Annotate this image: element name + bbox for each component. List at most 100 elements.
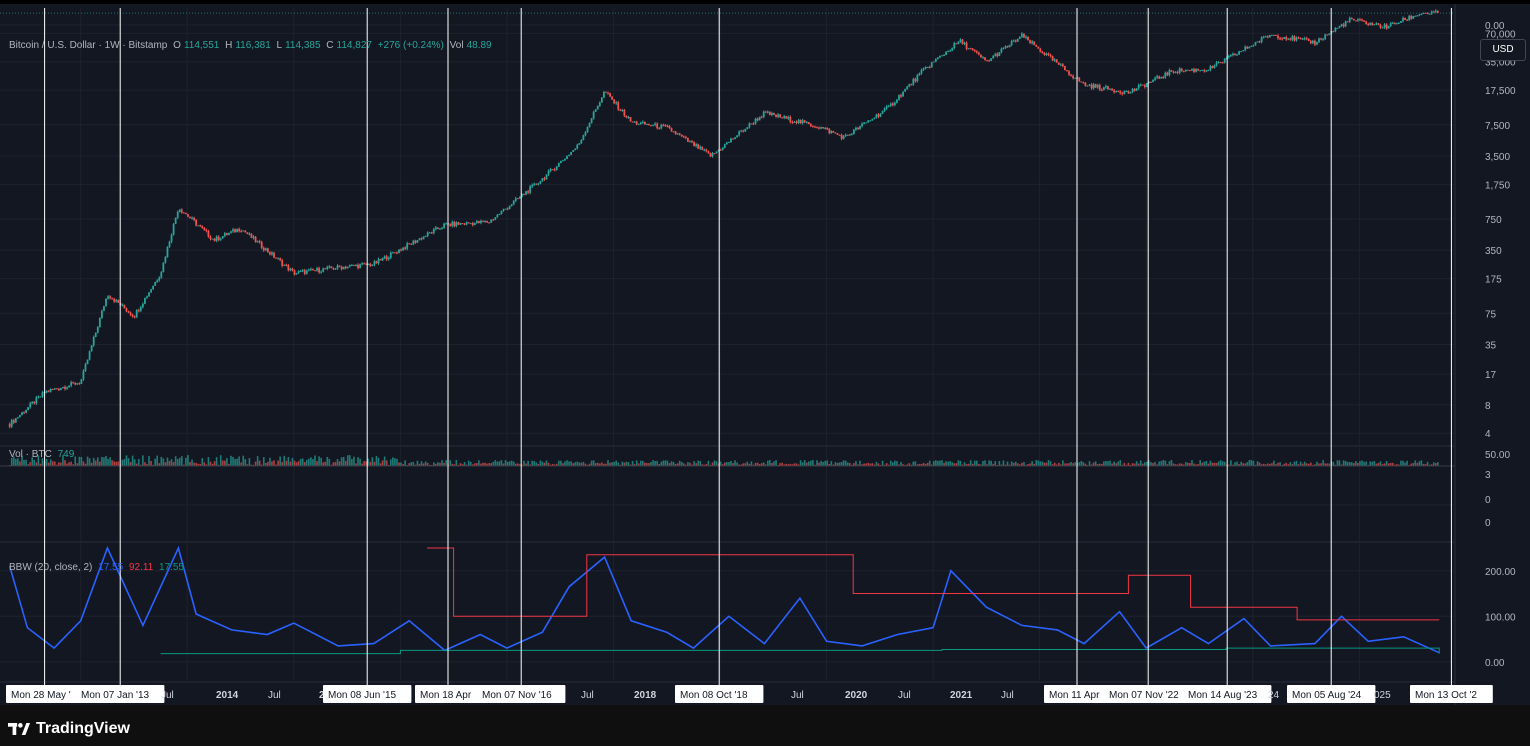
volume-bar xyxy=(1236,461,1238,466)
volume-bar xyxy=(1070,461,1072,466)
candle-body xyxy=(564,159,566,161)
volume-bar xyxy=(539,460,542,466)
price-tick-label: 8 xyxy=(1485,401,1491,412)
candle-body xyxy=(598,102,601,107)
candle-body xyxy=(1316,42,1318,45)
time-axis-label: 2018 xyxy=(634,690,657,701)
candle-body xyxy=(279,258,282,261)
chart-svg[interactable]: 0.0070,00035,00017,5007,5003,5001,750750… xyxy=(0,0,1530,705)
volume-bar xyxy=(650,462,652,466)
candle-body xyxy=(764,111,767,113)
candle-body xyxy=(1051,56,1054,61)
candle-body xyxy=(353,264,355,266)
candle-body xyxy=(129,312,132,315)
volume-bar xyxy=(156,455,159,466)
candle-body xyxy=(936,57,939,59)
volume-bar xyxy=(232,456,234,466)
volume-bar xyxy=(1295,460,1298,466)
volume-bar xyxy=(1127,462,1130,466)
candle-body xyxy=(656,123,659,129)
candle-body xyxy=(660,124,663,129)
candle-body xyxy=(283,264,286,266)
candle-body xyxy=(1266,36,1269,38)
candle-body xyxy=(1252,45,1255,47)
volume-bar xyxy=(1195,464,1197,466)
candle-body xyxy=(285,264,288,266)
volume-bar xyxy=(1318,463,1320,466)
candle-body xyxy=(1137,85,1140,89)
volume-bar xyxy=(1260,464,1263,466)
volume-bar xyxy=(713,460,716,466)
vol-label: Vol xyxy=(449,40,464,51)
candle-body xyxy=(1201,69,1204,71)
candle-body xyxy=(664,125,667,127)
bbw-label[interactable]: BBW (20, close, 2) xyxy=(9,562,93,573)
candle-body xyxy=(818,127,820,129)
symbol-title[interactable]: Bitcoin / U.S. Dollar · 1W · Bitstamp xyxy=(9,40,168,51)
volume-bar xyxy=(1055,464,1058,466)
candle-body xyxy=(908,84,911,87)
volume-bar xyxy=(1193,463,1195,466)
volume-bar xyxy=(56,464,58,466)
volume-bar xyxy=(287,457,290,466)
volume-bar xyxy=(338,461,341,466)
volume-bar xyxy=(174,456,177,466)
candle-body xyxy=(1287,38,1290,40)
candle-body xyxy=(600,97,603,103)
candle-body xyxy=(502,209,505,212)
candle-body xyxy=(639,122,642,125)
time-marker-box xyxy=(1104,685,1193,703)
volume-bar xyxy=(738,464,740,466)
candle-body xyxy=(852,129,855,134)
candle-body xyxy=(734,137,736,139)
volume-bar xyxy=(1023,461,1025,466)
candle-body xyxy=(478,221,480,224)
volume-bar xyxy=(642,460,644,466)
candle-body xyxy=(1432,11,1435,13)
volume-label[interactable]: Vol · BTC xyxy=(9,449,52,460)
volume-bar xyxy=(943,462,945,466)
volume-bar xyxy=(187,455,189,466)
candle-body xyxy=(1283,37,1286,39)
volume-bar xyxy=(226,458,228,466)
candle-body xyxy=(1402,17,1404,22)
candle-body xyxy=(281,260,284,266)
candle-body xyxy=(832,130,835,133)
volume-bar xyxy=(53,461,56,466)
candle-body xyxy=(441,227,443,229)
candle-body xyxy=(76,383,79,385)
candle-body xyxy=(633,121,636,123)
tradingview-logo[interactable]: TradingView xyxy=(8,720,130,738)
volume-bar xyxy=(750,461,753,466)
candle-body xyxy=(799,120,802,124)
candle-body xyxy=(793,121,796,123)
candle-body xyxy=(389,252,392,258)
volume-bar xyxy=(490,463,493,466)
candle-body xyxy=(123,304,126,309)
volume-bar xyxy=(668,463,671,466)
candle-body xyxy=(738,131,741,136)
candle-body xyxy=(125,308,128,312)
candle-body xyxy=(264,248,267,251)
currency-button[interactable]: USD xyxy=(1480,39,1526,61)
volume-bar xyxy=(572,463,574,466)
candle-body xyxy=(1131,88,1134,93)
candle-body xyxy=(855,127,857,130)
candle-body xyxy=(258,241,261,243)
candle-body xyxy=(1363,20,1365,22)
candle-body xyxy=(742,130,745,132)
volume-bar xyxy=(801,462,804,466)
volume-bar xyxy=(457,464,460,466)
volume-tick-label: 0 xyxy=(1485,518,1491,529)
candle-body xyxy=(771,112,773,115)
candle-body xyxy=(1367,23,1370,25)
candle-body xyxy=(1182,71,1185,73)
volume-bar xyxy=(246,464,249,466)
volume-bar xyxy=(1355,461,1357,466)
volume-bar xyxy=(564,461,566,466)
candle-body xyxy=(47,390,50,392)
volume-bar xyxy=(730,460,732,466)
candle-body xyxy=(117,299,120,303)
volume-bar xyxy=(1348,462,1351,466)
